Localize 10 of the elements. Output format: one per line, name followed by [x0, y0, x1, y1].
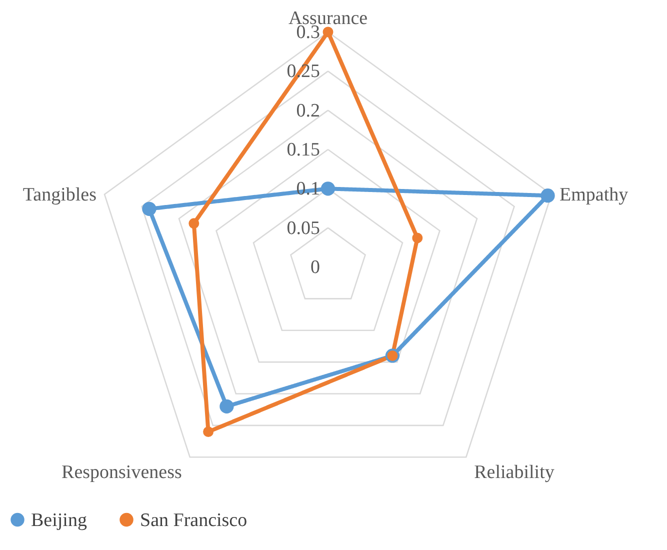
y-tick-label: 0.15 — [286, 140, 320, 160]
spoke-label: Responsiveness — [62, 462, 182, 484]
spoke-label: Reliability — [474, 462, 555, 484]
legend-label: San Francisco — [140, 510, 248, 531]
spoke-label: Empathy — [560, 184, 629, 206]
y-tick-label: 0.2 — [296, 100, 320, 122]
y-tick-label: 0 — [310, 257, 320, 278]
legend-label: Beijing — [31, 510, 88, 531]
y-tick-label: 0.05 — [286, 218, 320, 239]
spoke-label: Tangibles — [22, 184, 96, 206]
